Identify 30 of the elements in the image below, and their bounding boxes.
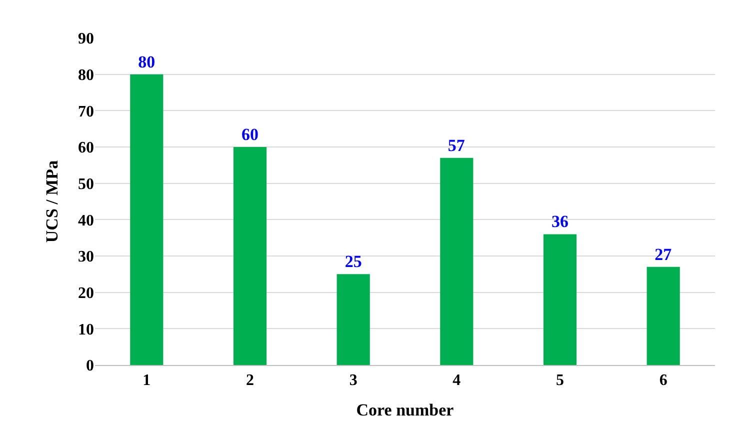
- bar: [336, 274, 370, 365]
- bar: [543, 234, 577, 365]
- y-tick-label: 20: [78, 284, 94, 302]
- x-tick-label: 4: [452, 372, 461, 390]
- bar: [646, 266, 680, 365]
- data-label: 57: [448, 136, 466, 155]
- data-label: 80: [138, 52, 156, 72]
- data-label: 25: [344, 252, 362, 272]
- y-tick-label: 40: [78, 212, 94, 230]
- y-tick-label: 10: [78, 321, 94, 338]
- bar: [130, 74, 164, 365]
- data-label: 60: [242, 125, 258, 144]
- bar: [233, 147, 267, 365]
- y-tick-label: 50: [78, 176, 94, 193]
- y-tick-label: 60: [78, 140, 94, 157]
- bar: [440, 158, 474, 365]
- x-tick-label: 3: [349, 372, 358, 390]
- y-tick-label: 0: [86, 358, 94, 375]
- x-tick-label: 6: [659, 372, 668, 390]
- y-tick-label: 70: [78, 103, 94, 120]
- data-label: 27: [654, 244, 672, 264]
- x-tick-label: 5: [556, 372, 564, 390]
- x-tick-label: 1: [142, 372, 151, 390]
- x-axis-title: Core number: [356, 400, 454, 420]
- y-tick-label: 80: [78, 66, 94, 84]
- y-axis-title: UCS / MPa: [42, 160, 62, 243]
- x-tick-label: 2: [246, 372, 254, 390]
- y-tick-label: 30: [78, 248, 94, 266]
- y-tick-label: 90: [78, 30, 94, 48]
- data-label: 36: [552, 212, 568, 232]
